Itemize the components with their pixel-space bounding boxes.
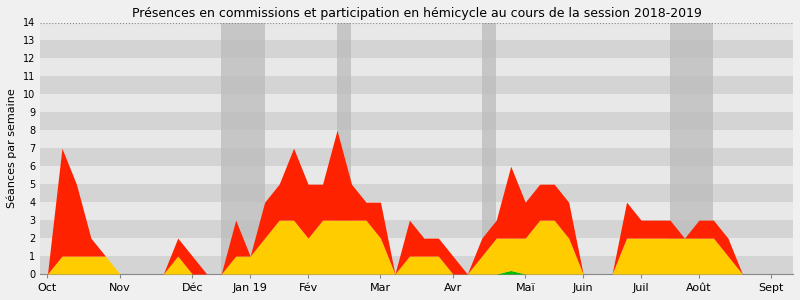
Bar: [40, 166, 793, 184]
Bar: [40, 112, 793, 130]
Y-axis label: Séances par semaine: Séances par semaine: [7, 88, 18, 208]
Bar: [40, 130, 793, 148]
Bar: [40, 40, 793, 58]
Bar: [40, 76, 793, 94]
Bar: [40, 184, 793, 202]
Bar: [337, 22, 351, 274]
Bar: [222, 22, 265, 274]
Title: Présences en commissions et participation en hémicycle au cours de la session 20: Présences en commissions et participatio…: [132, 7, 702, 20]
Bar: [40, 58, 793, 76]
Bar: [40, 202, 793, 220]
Bar: [40, 22, 793, 40]
Bar: [40, 94, 793, 112]
Bar: [40, 256, 793, 274]
Bar: [40, 220, 793, 238]
Bar: [40, 148, 793, 166]
Bar: [670, 22, 714, 274]
Bar: [40, 238, 793, 256]
Bar: [482, 22, 496, 274]
